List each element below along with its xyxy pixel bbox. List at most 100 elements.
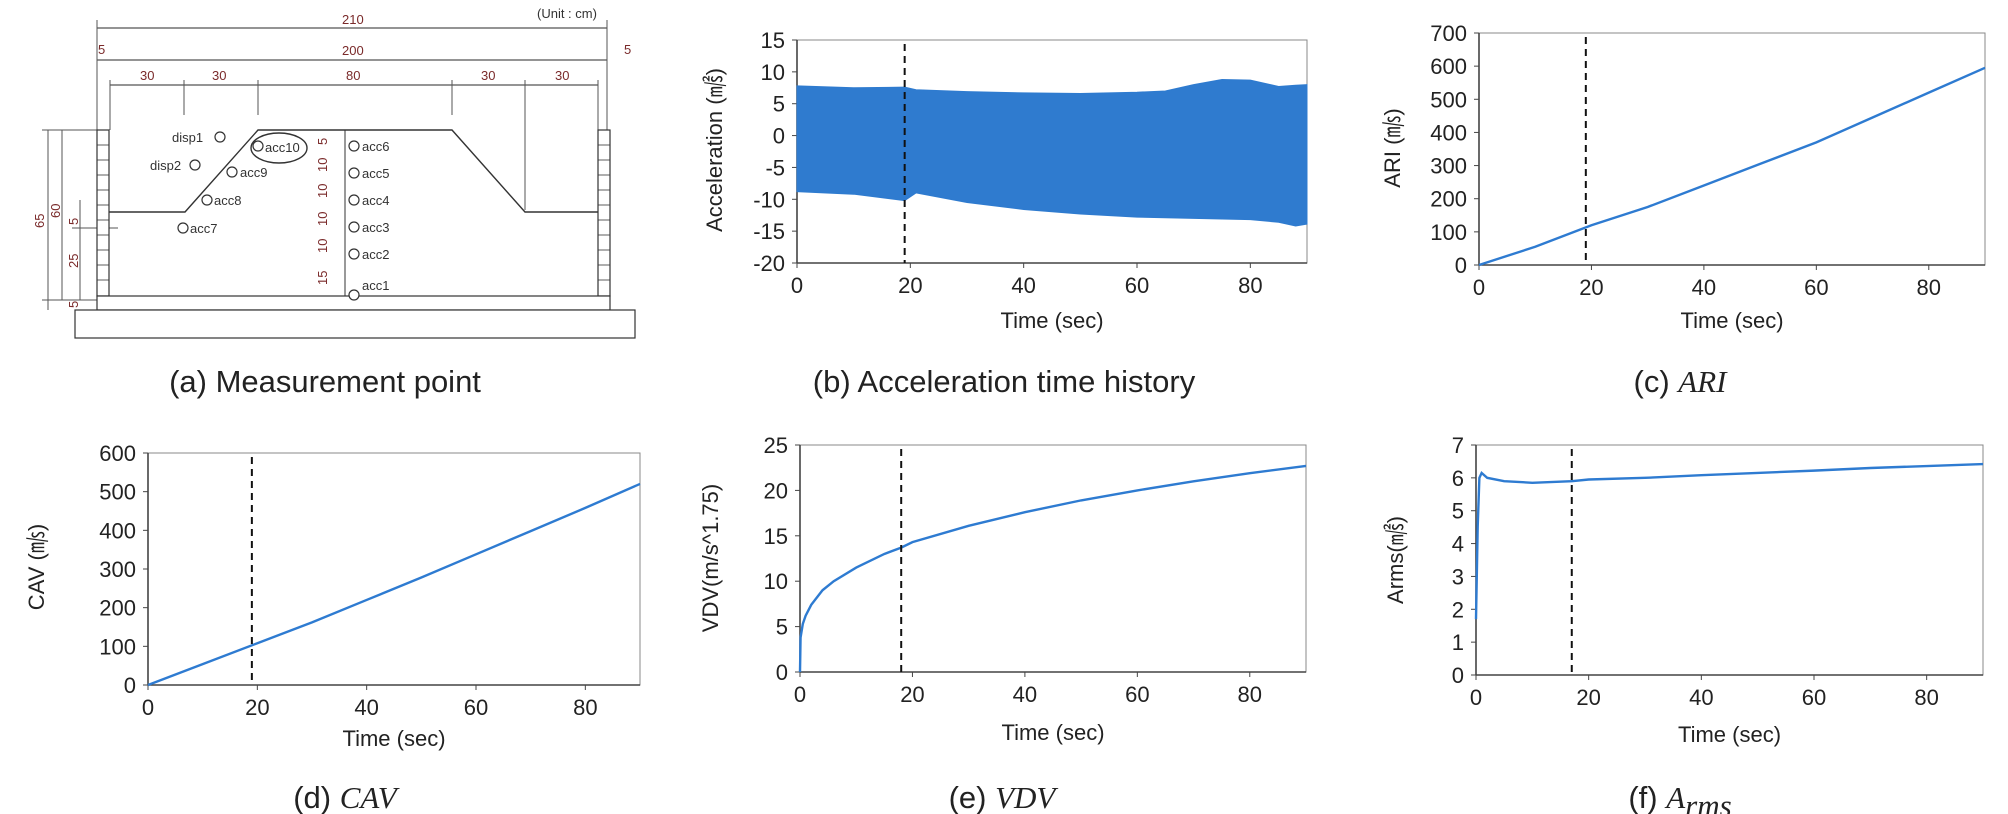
caption-text: Measurement point	[216, 364, 482, 399]
caption-text: CAV	[340, 780, 400, 814]
series-line	[798, 464, 1307, 673]
y-tick-label: 6	[1452, 466, 1464, 491]
y-axis-label: VDV(m/s^1.75)	[698, 484, 723, 632]
cav-chart: 0 20 40 60 80 0 100 200 300 400 500 600 Time (sec) CA…	[24, 441, 641, 751]
x-tick-label: 60	[1125, 273, 1149, 298]
caption-prefix: (e)	[949, 780, 996, 814]
x-tick-label: 20	[898, 273, 922, 298]
sensor-acc8: acc8	[214, 193, 241, 208]
x-tick-label: 40	[1011, 273, 1035, 298]
dim-row-label-3: 30	[481, 68, 495, 83]
y-tick-label: 500	[99, 480, 136, 505]
plot-frame	[1478, 32, 1986, 266]
y-tick-label: 10	[761, 60, 785, 85]
x-tick-label: 0	[1470, 685, 1482, 710]
dim-row-label-2: 80	[346, 68, 360, 83]
caption-b: (b) Acceleration time history	[813, 364, 1196, 399]
x-tick-label: 80	[1914, 685, 1938, 710]
x-tick-label: 80	[573, 695, 597, 720]
y-tick-label: 2	[1452, 597, 1464, 622]
y-tick-label: 500	[1430, 87, 1467, 112]
sensor-acc7: acc7	[190, 221, 217, 236]
sensor-acc3: acc3	[362, 220, 389, 235]
x-axis-label: Time (sec)	[1680, 308, 1783, 333]
x-tick-label: 20	[900, 682, 924, 707]
panel-captions: (a) Measurement point (b) Acceleration ti…	[169, 364, 1732, 814]
caption-text: A	[1664, 780, 1686, 814]
y-tick-label: 5	[776, 615, 788, 640]
y-tick-label: 0	[124, 673, 136, 698]
measurement-point-diagram: (Unit : cm) 210 200 5 5 30 30 80 30 30 6…	[32, 6, 636, 339]
caption-e: (e) VDV	[949, 780, 1059, 814]
y-tick-label: 4	[1452, 532, 1464, 557]
y-tick-label: 200	[1430, 187, 1467, 212]
center-dim-2: 10	[315, 184, 330, 198]
y-axis-label: ARI (㎧)	[1380, 108, 1405, 187]
x-tick-label: 0	[1473, 275, 1485, 300]
sensor-acc2: acc2	[362, 247, 389, 262]
center-dim-4: 10	[315, 239, 330, 253]
sensor-acc6: acc6	[362, 139, 389, 154]
x-tick-label: 60	[464, 695, 488, 720]
y-tick-label: 10	[764, 569, 788, 594]
sensor-disp2: disp2	[150, 158, 181, 173]
x-axis-label: Time (sec)	[1001, 720, 1104, 745]
caption-text: Acceleration time history	[858, 364, 1196, 399]
arms-chart: 0 20 40 60 80 0 1 2 3 4 5 6 7 Time (sec) Arms(㎨)	[1383, 433, 1984, 747]
y-axis-label: Acceleration (㎨)	[702, 68, 727, 232]
caption-prefix: (a)	[169, 364, 216, 399]
x-tick-label: 40	[354, 695, 378, 720]
x-tick-label: 40	[1689, 685, 1713, 710]
dim-210-label: 210	[342, 12, 364, 27]
x-tick-label: 40	[1013, 682, 1037, 707]
dim-left-label-60: 60	[48, 204, 63, 218]
x-tick-label: 0	[142, 695, 154, 720]
y-tick-label: 0	[1452, 663, 1464, 688]
x-axis-label: Time (sec)	[1000, 308, 1103, 333]
y-tick-label: 0	[773, 124, 785, 149]
y-tick-label: 600	[1430, 54, 1467, 79]
y-tick-label: 600	[99, 441, 136, 466]
dim-5-left-label: 5	[98, 42, 105, 57]
y-tick-label: -5	[765, 155, 785, 180]
series-line	[147, 482, 641, 687]
y-tick-label: 3	[1452, 564, 1464, 589]
sensor-markers	[177, 131, 360, 301]
x-tick-label: 80	[1238, 273, 1262, 298]
y-tick-label: 0	[776, 660, 788, 685]
caption-text: ARI	[1676, 364, 1728, 399]
acc10-highlight	[250, 132, 308, 164]
sensor-acc10: acc10	[265, 140, 300, 155]
right-wall	[597, 129, 611, 297]
y-tick-label: -10	[753, 187, 785, 212]
y-tick-label: 700	[1430, 21, 1467, 46]
y-tick-label: -15	[753, 219, 785, 244]
ari-chart: 0 20 40 60 80 0 100 200 300 400 500 600 700 Time (sec…	[1380, 21, 1986, 333]
y-axis-label: Arms(㎨)	[1383, 516, 1408, 604]
sensor-disp1: disp1	[172, 130, 203, 145]
dim-200-label: 200	[342, 43, 364, 58]
y-tick-label: 300	[1430, 154, 1467, 179]
x-tick-label: 0	[794, 682, 806, 707]
sensor-acc5: acc5	[362, 166, 389, 181]
y-tick-label: -20	[753, 251, 785, 276]
caption-prefix: (b)	[813, 364, 858, 399]
acceleration-envelope	[796, 79, 1308, 227]
center-dim-0: 5	[315, 138, 330, 145]
dim-row-label-4: 30	[555, 68, 569, 83]
x-tick-label: 60	[1125, 682, 1149, 707]
dim-5-right-label: 5	[624, 42, 631, 57]
caption-prefix: (c)	[1634, 364, 1679, 399]
caption-prefix: (d)	[293, 780, 340, 814]
dim-row-label-1: 30	[212, 68, 226, 83]
dim-left-label-5a: 5	[66, 218, 81, 225]
caption-d: (d) CAV	[293, 780, 400, 814]
center-dim-3: 10	[315, 212, 330, 226]
base-plate	[74, 309, 636, 339]
sensor-acc9: acc9	[240, 165, 267, 180]
caption-c: (c) ARI	[1634, 364, 1729, 399]
caption-f: (f) Arms	[1628, 780, 1731, 814]
y-tick-label: 5	[1452, 499, 1464, 524]
plot-frame	[1475, 444, 1984, 676]
